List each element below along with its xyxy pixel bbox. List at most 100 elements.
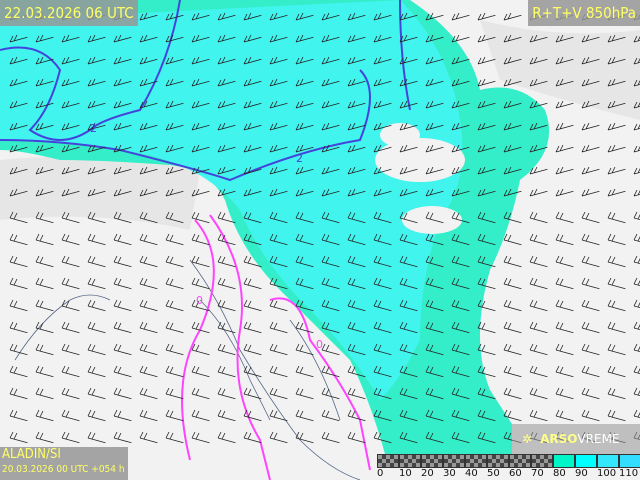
wind-barb	[9, 299, 28, 312]
wind-barb	[35, 211, 54, 224]
wind-barb	[503, 56, 522, 65]
wind-barb	[477, 387, 496, 400]
wind-barb	[451, 56, 470, 65]
wind-barb	[243, 321, 262, 334]
wind-barb	[477, 255, 496, 268]
legend-tick: 110	[619, 468, 639, 479]
wind-barb	[139, 233, 158, 246]
wind-barb	[87, 387, 106, 400]
wind-barb	[9, 122, 28, 131]
wind-barb	[9, 100, 28, 109]
wind-barb	[191, 211, 210, 224]
wind-barb	[269, 365, 288, 378]
wind-barb	[451, 387, 470, 400]
wind-barb	[191, 100, 210, 109]
wind-barb	[425, 100, 444, 109]
wind-barb	[165, 365, 184, 378]
wind-barb	[321, 12, 340, 21]
coastline	[14, 259, 361, 480]
wind-barb	[217, 122, 236, 131]
wind-barb	[217, 188, 236, 197]
wind-barb	[9, 144, 28, 153]
wind-barb	[217, 299, 236, 312]
wind-barb	[295, 100, 314, 109]
contour-label: 2	[296, 152, 303, 165]
wind-barb	[477, 100, 496, 109]
wind-barb	[321, 144, 340, 153]
wind-barb	[243, 188, 262, 197]
wind-barb	[35, 100, 54, 109]
wind-barb	[321, 431, 340, 444]
wind-barb	[399, 431, 418, 444]
wind-barb	[165, 277, 184, 290]
wind-barb	[555, 277, 574, 290]
wind-barb	[555, 299, 574, 312]
wind-barb	[165, 299, 184, 312]
wind-barb	[321, 321, 340, 334]
wind-barb	[607, 255, 626, 268]
wind-barb	[529, 233, 548, 246]
wind-barb	[243, 34, 262, 43]
wind-barb	[633, 277, 640, 287]
wind-barb	[555, 255, 574, 268]
wind-barb	[529, 78, 548, 87]
wind-barb	[633, 343, 640, 353]
wind-barb	[269, 34, 288, 43]
wind-barb	[477, 431, 496, 444]
wind-barb	[425, 321, 444, 334]
wind-barb	[477, 34, 496, 43]
wind-barb	[321, 166, 340, 175]
wind-barb	[347, 12, 366, 21]
wind-barb	[633, 255, 640, 265]
wind-barb	[217, 387, 236, 400]
wind-barb	[425, 166, 444, 175]
wind-barb	[633, 167, 640, 175]
wind-barb	[347, 122, 366, 131]
wind-barb	[425, 387, 444, 400]
wind-barb	[87, 144, 106, 153]
contour-label: 0	[196, 294, 203, 307]
wind-barb	[295, 321, 314, 334]
wind-barb	[555, 365, 574, 378]
wind-barb	[503, 387, 522, 400]
wind-barb	[295, 56, 314, 65]
wind-barb	[35, 321, 54, 334]
wind-barb	[347, 277, 366, 290]
wind-barb	[633, 365, 640, 375]
wind-barb	[581, 299, 600, 312]
wind-barb	[503, 12, 522, 21]
wind-barb	[607, 122, 626, 131]
wind-barb	[191, 144, 210, 153]
wind-barb	[347, 365, 366, 378]
legend-swatch	[421, 454, 443, 468]
wind-barb	[269, 255, 288, 268]
wind-barb	[243, 78, 262, 87]
wind-barb	[191, 166, 210, 175]
wind-barb	[633, 211, 640, 221]
wind-barb	[425, 34, 444, 43]
wind-barb	[243, 365, 262, 378]
wind-barb	[607, 78, 626, 87]
wind-barb	[217, 365, 236, 378]
wind-barb	[503, 211, 522, 224]
wind-barb	[61, 188, 80, 197]
wind-barb	[555, 409, 574, 422]
wind-barb	[113, 188, 132, 197]
wind-barb	[295, 233, 314, 246]
wind-barb	[295, 387, 314, 400]
wind-barb	[425, 188, 444, 197]
wind-barb	[139, 409, 158, 422]
wind-barb	[165, 233, 184, 246]
legend-tick: 70	[531, 468, 544, 479]
wind-barb	[633, 387, 640, 397]
wind-barb	[165, 34, 184, 43]
wind-barb	[477, 56, 496, 65]
wind-barb	[373, 255, 392, 268]
wind-barb	[347, 299, 366, 312]
wind-barb	[399, 56, 418, 65]
wind-barb	[607, 387, 626, 400]
wind-barb	[399, 387, 418, 400]
wind-barb	[607, 343, 626, 356]
wind-barb	[61, 365, 80, 378]
wind-barb	[191, 343, 210, 356]
